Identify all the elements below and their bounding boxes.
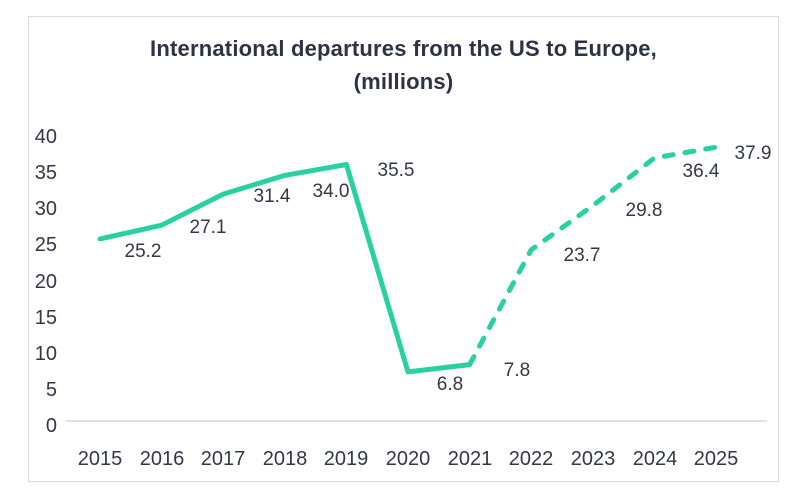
y-axis-labels: 40 35 30 25 20 15 10 5 0 (35, 126, 57, 437)
x-tick-2016: 2016 (140, 448, 185, 470)
x-tick-2023: 2023 (571, 448, 616, 470)
data-label-2021: 7.8 (504, 360, 530, 381)
data-label-2023: 29.8 (626, 200, 663, 221)
data-label-2019: 35.5 (378, 160, 415, 181)
y-tick-5: 5 (46, 379, 57, 401)
x-tick-2015: 2015 (78, 448, 123, 470)
y-tick-30: 30 (35, 198, 57, 220)
x-tick-2022: 2022 (509, 448, 554, 470)
x-tick-2020: 2020 (386, 448, 431, 470)
series-line-dashed (467, 144, 719, 368)
x-tick-2019: 2019 (324, 448, 369, 470)
data-label-2024: 36.4 (683, 161, 720, 182)
y-tick-35: 35 (35, 162, 57, 184)
data-label-2016: 27.1 (190, 217, 227, 238)
x-tick-2025: 2025 (694, 448, 739, 470)
data-label-2015: 25.2 (125, 241, 162, 262)
chart-border-box (28, 16, 779, 482)
x-tick-2021: 2021 (448, 448, 493, 470)
data-label-2018: 34.0 (313, 181, 350, 202)
chart-title-line1: International departures from the US to … (150, 36, 657, 61)
chart-title: International departures from the US to … (28, 32, 779, 98)
y-tick-15: 15 (35, 307, 57, 329)
data-label-2017: 31.4 (254, 186, 291, 207)
x-axis-labels: 2015 2016 2017 2018 2019 2020 2021 2022 … (78, 448, 739, 470)
data-label-2022: 23.7 (564, 245, 601, 266)
x-tick-2024: 2024 (633, 448, 678, 470)
x-tick-2018: 2018 (263, 448, 308, 470)
y-tick-10: 10 (35, 343, 57, 365)
data-label-2025: 37.9 (735, 143, 772, 164)
series-line-solid (97, 162, 473, 375)
y-tick-20: 20 (35, 271, 57, 293)
data-label-2020: 6.8 (437, 374, 463, 395)
y-tick-40: 40 (35, 126, 57, 148)
chart-title-line2: (millions) (353, 69, 454, 94)
y-tick-0: 0 (46, 415, 57, 437)
data-labels: 25.2 27.1 31.4 34.0 35.5 6.8 7.8 23.7 29… (125, 143, 772, 395)
x-tick-2017: 2017 (201, 448, 246, 470)
y-tick-25: 25 (35, 234, 57, 256)
